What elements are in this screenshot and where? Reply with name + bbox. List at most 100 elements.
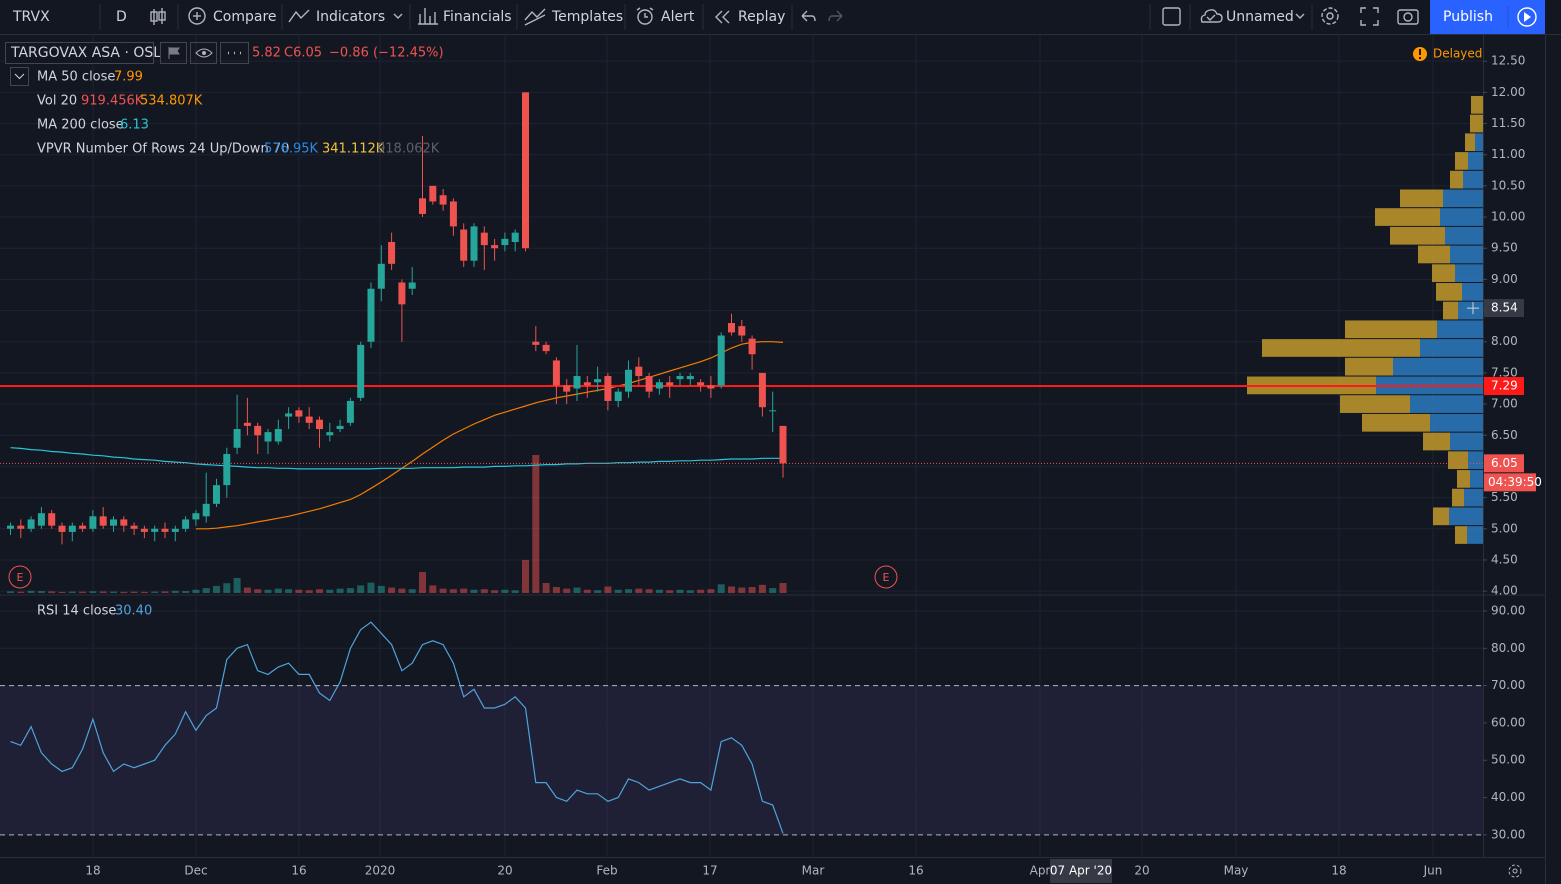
legend-vpvr-name: VPVR Number Of Rows 24 Up/Down 70	[37, 142, 289, 157]
y-tick-label: 12.50	[1491, 54, 1525, 68]
fullscreen-button[interactable]	[1360, 7, 1379, 26]
screenshot-button[interactable]	[1397, 9, 1419, 25]
more-button[interactable]	[220, 42, 249, 64]
flag-button[interactable]	[160, 42, 187, 64]
compare-button[interactable]: Compare	[188, 7, 277, 25]
vpvr-up	[1468, 152, 1483, 170]
play-button[interactable]	[1517, 7, 1537, 27]
candle-body	[614, 391, 622, 401]
undo-button[interactable]	[801, 10, 816, 22]
publish-button[interactable]: Publish	[1443, 9, 1493, 25]
x-tick-label: Dec	[184, 864, 207, 878]
volume-bar	[213, 585, 220, 593]
volume-bar	[738, 587, 746, 593]
y-tick-label: 90.00	[1491, 603, 1525, 617]
volume-bar	[264, 589, 272, 593]
layout-button[interactable]	[1162, 7, 1181, 26]
replay-button[interactable]: Replay	[715, 9, 785, 25]
volume-bar	[161, 591, 169, 593]
chart-style-button[interactable]	[150, 8, 166, 25]
candle-body	[326, 432, 334, 436]
ma-line	[195, 341, 784, 530]
settings-button[interactable]	[1321, 7, 1339, 25]
earnings-marker[interactable]	[874, 565, 898, 589]
vpvr-up	[1467, 526, 1483, 544]
vpvr-up	[1445, 226, 1483, 245]
indicators-button[interactable]: Indicators	[288, 9, 403, 25]
candle-body	[130, 525, 138, 529]
interval-button[interactable]: D	[116, 9, 127, 25]
legend-ma200-name: MA 200 close	[37, 118, 124, 133]
volume-bar	[388, 587, 396, 593]
alert-label[interactable]: Alert	[661, 9, 695, 25]
y-tick-label: 4.50	[1491, 552, 1518, 566]
main-pane	[0, 35, 1483, 857]
legend-symbol[interactable]: TARGOVAX ASA · OSL	[10, 45, 161, 61]
alert-button[interactable]: Alert	[636, 7, 695, 25]
layout-name[interactable]: Unnamed	[1226, 9, 1294, 25]
volume-bar	[305, 590, 313, 593]
volume-bar	[511, 590, 519, 593]
templates-label[interactable]: Templates	[551, 9, 623, 25]
candle-body	[522, 92, 529, 249]
volume-bar	[552, 587, 560, 593]
x-tick-label: May	[1224, 864, 1249, 878]
delayed-label[interactable]: Delayed	[1433, 47, 1482, 61]
templates-button[interactable]: Templates	[524, 8, 623, 26]
candle-body	[728, 323, 735, 333]
collapse-button[interactable]	[10, 67, 29, 86]
vpvr-down	[1432, 264, 1455, 283]
symbol-button[interactable]: TRVX	[12, 9, 50, 25]
candle-body	[140, 528, 148, 532]
financials-label[interactable]: Financials	[443, 9, 512, 25]
redo-button[interactable]	[828, 10, 843, 22]
y-tick-label: 4.00	[1491, 584, 1518, 598]
candle-body	[316, 419, 323, 430]
volume-bar	[346, 588, 354, 593]
candle-body	[346, 400, 354, 423]
visibility-button[interactable]	[190, 42, 217, 64]
legend-rsi-name: RSI 14 close	[37, 604, 116, 619]
vpvr-down	[1262, 339, 1420, 357]
vpvr-down	[1455, 152, 1468, 170]
legend-vol-value: 919.456K	[81, 94, 144, 109]
financials-button[interactable]: Financials	[418, 8, 512, 25]
save-layout-button[interactable]: Unnamed	[1200, 9, 1305, 25]
candle-body	[120, 519, 128, 526]
volume-bar	[182, 591, 190, 593]
legend-close: C6.05	[284, 46, 322, 61]
earnings-marker[interactable]	[8, 565, 32, 589]
symbol-box[interactable]	[5, 42, 154, 64]
countdown-label: 04:39:50	[1488, 475, 1542, 489]
compare-label[interactable]: Compare	[213, 9, 277, 25]
delayed-icon-bar	[1419, 49, 1421, 55]
indicators-label[interactable]: Indicators	[316, 9, 385, 25]
y-tick-label: 10.50	[1491, 178, 1525, 192]
candle-body	[511, 232, 519, 242]
vpvr-up	[1393, 357, 1483, 376]
earnings-label[interactable]: E	[17, 571, 24, 584]
volume-bar	[110, 591, 117, 593]
candle-body	[151, 528, 159, 532]
vpvr-up	[1410, 395, 1483, 413]
volume-bar	[171, 590, 179, 593]
volume-bar	[398, 588, 406, 593]
volume-bar	[594, 590, 602, 593]
volume-bar	[460, 588, 468, 593]
y-tick-label: 12.00	[1491, 85, 1525, 99]
vpvr-down	[1465, 133, 1475, 152]
replay-label[interactable]: Replay	[738, 9, 785, 25]
events: E E	[8, 565, 898, 589]
y-tick-label: 80.00	[1491, 641, 1525, 655]
volume-bar	[58, 591, 66, 593]
ma-line	[10, 447, 783, 470]
legend-vol-ma: 534.807K	[140, 94, 203, 109]
candle-body	[655, 382, 663, 389]
right-strip	[1545, 35, 1561, 858]
volume-bar	[583, 589, 591, 593]
volume-bar	[130, 591, 138, 593]
delayed-icon-dot	[1419, 57, 1421, 59]
axis-settings[interactable]	[1508, 864, 1522, 878]
x-tick-label: Feb	[596, 864, 617, 878]
earnings-label[interactable]: E	[883, 571, 890, 584]
